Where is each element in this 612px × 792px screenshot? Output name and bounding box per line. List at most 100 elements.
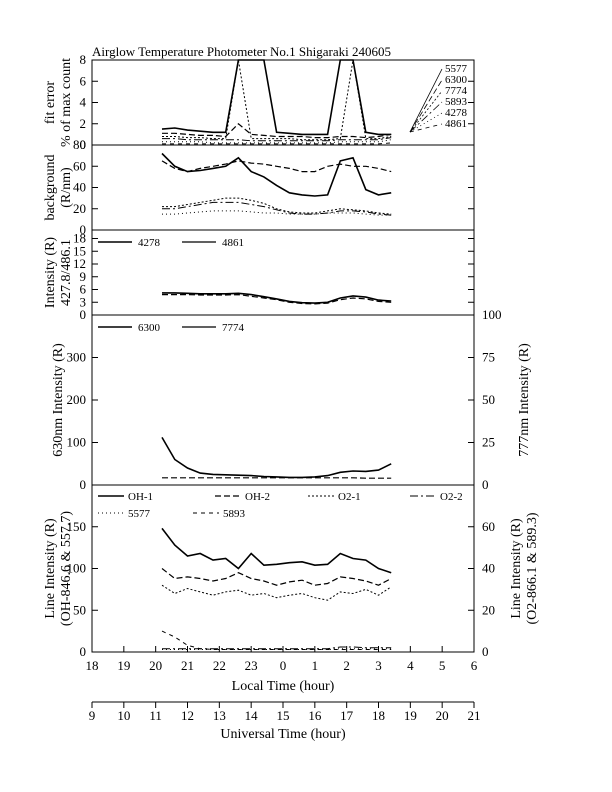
figure-title: Airglow Temperature Photometer No.1 Shig… xyxy=(92,44,391,59)
series-line xyxy=(162,293,392,305)
y-tick-label: 0 xyxy=(80,137,87,152)
panel-fit-error: 0 2 4 6 8 fit error% of max count 557763007774… xyxy=(43,52,475,152)
y-tick-label: 18 xyxy=(73,231,86,246)
y-tick-label: 9 xyxy=(80,269,87,284)
legend-label: 5893 xyxy=(223,508,246,520)
y-axis-label: 427.8/486.1 xyxy=(59,239,74,306)
x-tick-label-ut: 11 xyxy=(149,708,162,723)
y-tick-label: 15 xyxy=(73,243,86,258)
x-tick-label-local: 20 xyxy=(149,658,162,673)
y-tick-label: 150 xyxy=(67,519,87,534)
y-tick-label: 6 xyxy=(80,73,87,88)
x-tick-label-ut: 14 xyxy=(245,708,259,723)
x-tick-label-ut: 20 xyxy=(436,708,449,723)
x-axis-label-ut: Universal Time (hour) xyxy=(220,727,346,742)
y-tick-label: 20 xyxy=(73,201,86,216)
y-axis-label: background xyxy=(43,154,58,220)
x-tick-label-local: 21 xyxy=(181,658,194,673)
panel-background: 0 20 40 60 80 background (R/nm) xyxy=(43,137,475,237)
legend-label: 4278 xyxy=(138,237,161,249)
series-line xyxy=(161,436,392,479)
legend-line xyxy=(409,101,443,133)
y-tick-label: 100 xyxy=(67,561,87,576)
x-tick-label-ut: 17 xyxy=(340,708,354,723)
y-tick-label: 0 xyxy=(80,644,87,659)
y-tick-label: 100 xyxy=(67,435,87,450)
y-axis-label-right: Line Intensity (R) xyxy=(509,518,524,619)
y-tick-label-right: 60 xyxy=(482,519,495,534)
y-axis-label-right: (O2-866.1 & 589.3) xyxy=(525,512,540,624)
y-tick-label-right: 20 xyxy=(482,602,495,617)
y-tick-label: 6 xyxy=(80,282,87,297)
y-tick-label: 80 xyxy=(73,137,86,152)
series-line xyxy=(161,527,392,574)
series-line xyxy=(162,59,392,141)
y-tick-label: 200 xyxy=(67,392,87,407)
x-tick-label-ut: 15 xyxy=(277,708,290,723)
y-tick-label: 0 xyxy=(80,222,87,237)
series-line xyxy=(162,201,392,216)
legend-line xyxy=(409,79,443,133)
x-tick-label-ut: 13 xyxy=(213,708,226,723)
legend-label: 4861 xyxy=(222,237,244,249)
y-tick-label-right: 0 xyxy=(482,644,489,659)
legend-line xyxy=(409,68,443,133)
series-line xyxy=(162,122,392,139)
series-line xyxy=(162,292,392,304)
y-tick-label-right: 50 xyxy=(482,392,495,407)
y-axis-label: Intensity (R) xyxy=(43,237,58,308)
x-tick-label-ut: 19 xyxy=(404,708,417,723)
y-tick-label-right: 100 xyxy=(482,307,502,322)
y-axis-label: fit error xyxy=(43,81,58,124)
y-axis-label: Line Intensity (R) xyxy=(43,518,58,619)
legend-label: 7774 xyxy=(445,85,468,97)
legend-label: 7774 xyxy=(222,322,245,334)
y-tick-label: 40 xyxy=(73,180,86,195)
x-tick-label-local: 2 xyxy=(343,658,350,673)
x-tick-label-ut: 21 xyxy=(468,708,481,723)
y-tick-label: 2 xyxy=(80,116,87,131)
x-tick-label-local: 22 xyxy=(213,658,226,673)
series-line xyxy=(161,160,392,173)
legend-label: OH-2 xyxy=(245,491,270,503)
y-tick-label-right: 0 xyxy=(482,477,489,492)
y-tick-label: 12 xyxy=(73,256,86,271)
legend-label: 5577 xyxy=(445,63,468,75)
x-tick-label-local: 18 xyxy=(86,658,99,673)
y-axis-label-right: 777nm Intensity (R) xyxy=(517,343,532,457)
series-line xyxy=(162,142,392,145)
legend-label: 5893 xyxy=(445,96,468,108)
x-tick-label-local: 6 xyxy=(471,658,478,673)
series-line xyxy=(161,152,392,197)
series-line xyxy=(161,568,392,586)
series-line xyxy=(161,59,392,136)
legend-label: 4278 xyxy=(445,107,468,119)
y-tick-label: 4 xyxy=(80,95,87,110)
y-tick-label: 8 xyxy=(80,52,87,67)
legend-label: 6300 xyxy=(138,322,161,334)
legend-label: OH-1 xyxy=(128,491,153,503)
legend-label: O2-2 xyxy=(440,491,463,503)
x-tick-label-ut: 18 xyxy=(372,708,385,723)
x-tick-label-local: 0 xyxy=(280,658,287,673)
legend-label: 5577 xyxy=(128,508,151,520)
x-axis-label-local: Local Time (hour) xyxy=(232,679,335,694)
legend-line xyxy=(409,90,443,133)
x-tick-label-ut: 12 xyxy=(181,708,194,723)
legend-label: O2-1 xyxy=(338,491,361,503)
series-line xyxy=(162,197,392,215)
series-line xyxy=(161,584,392,601)
x-tick-label-ut: 9 xyxy=(89,708,96,723)
series-line xyxy=(162,137,392,142)
x-tick-label-local: 4 xyxy=(407,658,414,673)
series-line xyxy=(161,630,392,650)
x-tick-label-ut: 10 xyxy=(117,708,130,723)
x-tick-label-local: 19 xyxy=(117,658,130,673)
legend-label: 6300 xyxy=(445,74,468,86)
